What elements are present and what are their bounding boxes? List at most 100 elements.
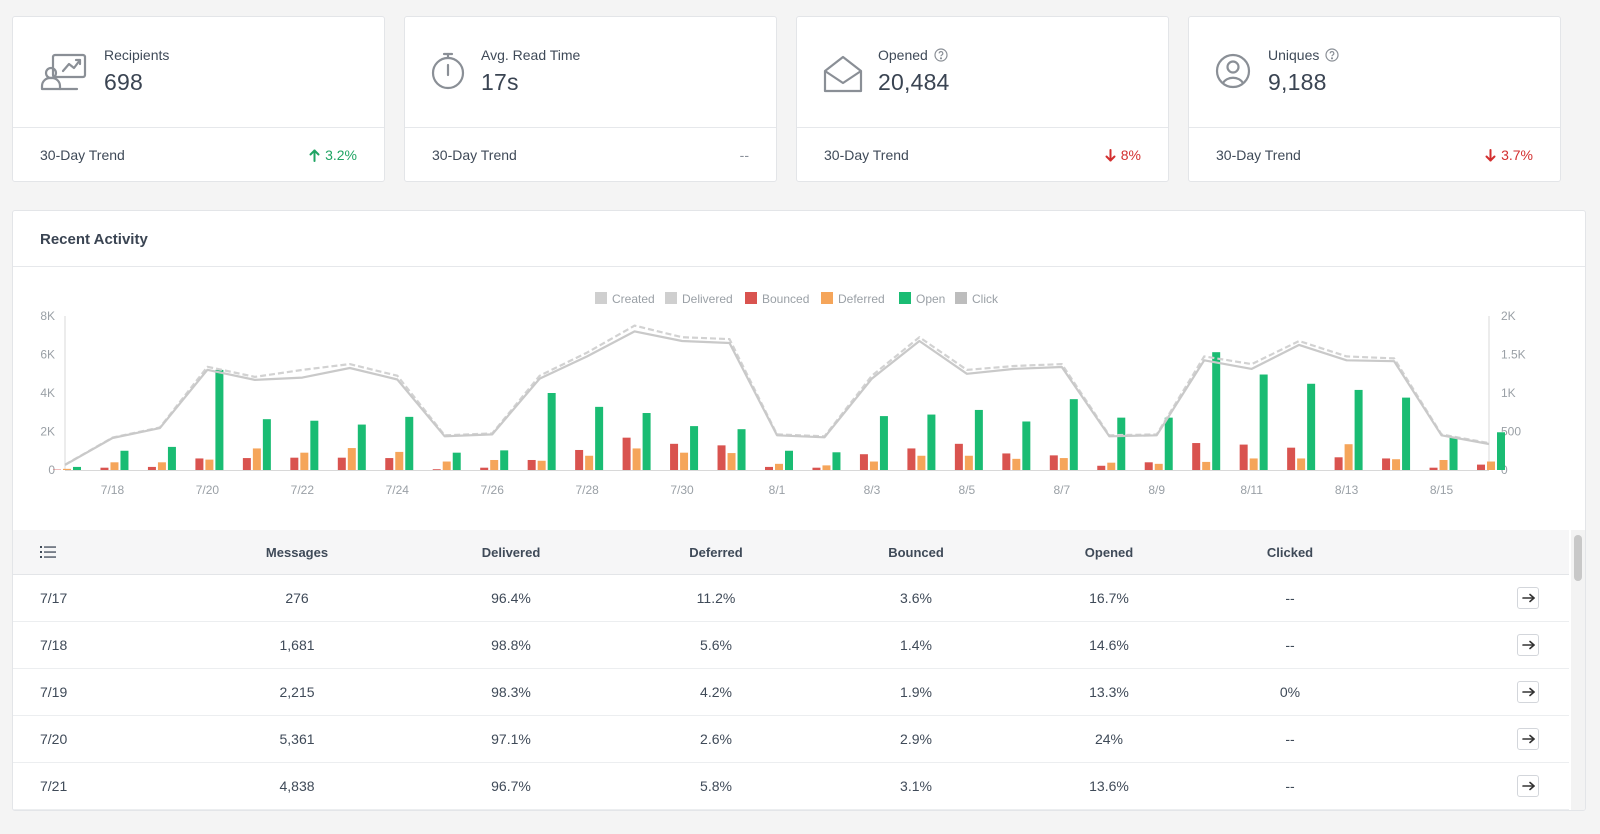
legend-swatch [745,292,757,304]
legend-item-bounced[interactable]: Bounced [745,292,809,306]
bar-deferred [727,453,736,470]
trend-value: 3.7% [1501,147,1533,163]
legend-item-open[interactable]: Open [899,292,945,306]
table-row[interactable]: 7/17 276 96.4% 11.2% 3.6% 16.7% -- [13,575,1569,622]
trend-label: 30-Day Trend [40,147,125,163]
column-header-deferred[interactable]: Deferred [689,544,743,560]
column-header-opened[interactable]: Opened [1084,544,1134,560]
cell-messages: 276 [285,590,309,606]
column-header-clicked[interactable]: Clicked [1266,544,1314,560]
legend-swatch [665,292,677,304]
legend-label: Delivered [682,292,733,306]
column-header-messages[interactable]: Messages [265,544,329,560]
bar-bounced [812,467,821,470]
cell-bounced: 1.9% [900,684,932,700]
bar-deferred [585,455,594,470]
table-row[interactable]: 7/19 2,215 98.3% 4.2% 1.9% 13.3% 0% [13,669,1569,716]
bar-bounced [1429,467,1438,470]
bar-deferred [1202,461,1211,470]
x-tick-label: 8/3 [864,483,881,497]
stat-card-footer: 30-Day Trend 3.2% [13,129,384,182]
bar-deferred [1107,462,1116,470]
bar-bounced [432,469,441,470]
row-detail-button[interactable] [1517,728,1539,750]
y-left-tick-label: 8K [40,309,55,323]
trend-value: -- [739,147,749,163]
panel-header: Recent Activity [13,211,1585,267]
stat-label: Recipients [104,47,170,63]
table-header: Messages Delivered Deferred Bounced Opened Cl… [13,530,1569,575]
x-tick-label: 8/13 [1335,483,1359,497]
table-row[interactable]: 7/21 4,838 96.7% 5.8% 3.1% 13.6% -- [13,763,1569,810]
x-tick-label: 7/20 [196,483,220,497]
x-tick-label: 7/22 [291,483,315,497]
help-icon[interactable] [1325,48,1339,62]
bar-open [1069,399,1078,470]
x-tick-label: 8/1 [769,483,786,497]
y-left-tick-label: 2K [40,425,55,439]
bar-bounced [1144,462,1153,470]
stat-value: 9,188 [1268,69,1327,95]
activity-chart: 02K4K6K8K05001K1.5K2K7/187/207/227/247/2… [40,292,1526,497]
bar-deferred [775,463,783,470]
cell-opened: 24% [1094,731,1124,747]
row-detail-button[interactable] [1517,775,1539,797]
table-row[interactable]: 7/18 1,681 98.8% 5.6% 1.4% 14.6% -- [13,622,1569,669]
bar-deferred [869,461,878,470]
cell-messages: 5,361 [279,731,315,747]
line-delivered [64,330,1490,466]
bar-open [1497,432,1505,470]
bar-deferred [632,448,641,470]
stat-label: Uniques [1268,47,1339,63]
arrow-down-icon [1485,148,1496,162]
row-detail-button[interactable] [1517,634,1539,656]
x-tick-label: 7/24 [386,483,410,497]
row-detail-button[interactable] [1517,681,1539,703]
bar-deferred [964,455,973,470]
bar-bounced [575,449,584,470]
legend-item-delivered[interactable]: Delivered [665,292,733,306]
arrow-right-icon [1521,640,1535,650]
cell-delivered: 96.7% [491,778,531,794]
table-scrollbar[interactable] [1571,530,1585,810]
cell-bounced: 2.9% [900,731,932,747]
bar-bounced [147,466,156,470]
line-created [64,324,1490,466]
stat-value: 698 [104,69,143,95]
row-detail-button[interactable] [1517,587,1539,609]
help-icon[interactable] [934,48,948,62]
bar-bounced [1334,457,1343,470]
bar-bounced [290,457,299,470]
stats-row: Recipients 698 30-Day Trend 3.2% Avg. Re… [12,16,1586,182]
bar-deferred [1439,459,1448,470]
bar-bounced [195,458,204,470]
cell-opened: 16.7% [1089,590,1129,606]
bar-open [974,409,983,470]
list-icon[interactable] [40,545,56,559]
cell-delivered: 97.1% [491,731,531,747]
arrow-right-icon [1521,781,1535,791]
legend-item-deferred[interactable]: Deferred [821,292,885,306]
cell-deferred: 4.2% [700,684,732,700]
date-cell: 7/19 [40,684,68,700]
user-circle-icon [1215,49,1267,101]
date-cell: 7/20 [40,731,68,747]
legend-item-created[interactable]: Created [595,292,655,306]
cell-clicked: 0% [1279,684,1301,700]
scrollbar-thumb[interactable] [1574,535,1582,581]
bar-deferred [822,465,831,470]
y-left-tick-label: 6K [40,348,55,362]
bar-deferred [1012,458,1021,470]
bar-bounced [1477,464,1485,470]
table-row[interactable]: 7/20 5,361 97.1% 2.6% 2.9% 24% -- [13,716,1569,763]
column-header-delivered[interactable]: Delivered [481,544,541,560]
x-tick-label: 7/28 [575,483,599,497]
trend-value: 8% [1120,147,1141,163]
legend-swatch [821,292,833,304]
legend-label: Created [612,292,655,306]
trend-label: 30-Day Trend [1216,147,1301,163]
bar-open [1449,437,1458,470]
legend-item-click[interactable]: Click [955,292,999,306]
column-header-bounced[interactable]: Bounced [888,544,944,560]
x-tick-label: 8/11 [1240,483,1263,497]
